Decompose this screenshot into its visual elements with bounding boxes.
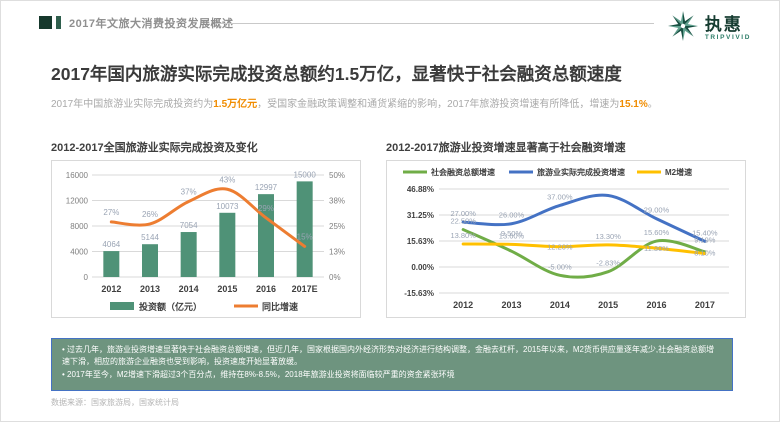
- header-divider: [217, 23, 654, 24]
- svg-text:29%: 29%: [258, 204, 274, 213]
- svg-text:29.00%: 29.00%: [644, 206, 670, 215]
- svg-text:-2.83%: -2.83%: [596, 259, 620, 268]
- subtitle-highlight-amount: 1.5万亿元: [213, 99, 258, 110]
- svg-text:15.40%: 15.40%: [692, 228, 718, 237]
- left-chart-title: 2012-2017全国旅游业实际完成投资及变化: [51, 142, 258, 154]
- svg-text:2014: 2014: [550, 300, 570, 310]
- svg-text:5144: 5144: [141, 233, 159, 242]
- svg-text:0%: 0%: [329, 273, 341, 282]
- svg-text:2012: 2012: [101, 284, 121, 294]
- svg-text:2014: 2014: [179, 284, 199, 294]
- logo-subtitle-text: TRIPVIVID: [704, 33, 751, 41]
- svg-text:社会融资总额增速: 社会融资总额增速: [430, 167, 495, 177]
- svg-text:12997: 12997: [255, 183, 278, 192]
- svg-text:旅游业实际完成投资增速: 旅游业实际完成投资增速: [537, 167, 625, 177]
- svg-text:27.00%: 27.00%: [450, 209, 476, 218]
- svg-text:2016: 2016: [256, 284, 276, 294]
- svg-text:9.50%: 9.50%: [501, 229, 523, 238]
- svg-text:2013: 2013: [140, 284, 160, 294]
- page-subtitle: 2017年中国旅游业实际完成投资约为1.5万亿元，受国家金融政策调整和通货紧缩的…: [51, 95, 739, 110]
- svg-text:13.80%: 13.80%: [450, 231, 476, 240]
- logo-brand-text: 执惠: [704, 14, 743, 34]
- svg-text:22.50%: 22.50%: [450, 217, 476, 226]
- svg-text:16000: 16000: [66, 171, 89, 180]
- section-marker-bar-icon: [56, 16, 61, 29]
- logo: 执惠 TRIPVIVID: [666, 9, 751, 48]
- svg-text:投资额（亿元）: 投资额（亿元）: [139, 301, 202, 312]
- header-section: 2017年文旅大消费投资发展概述: [39, 14, 654, 32]
- svg-text:13.30%: 13.30%: [595, 232, 621, 241]
- svg-text:M2增速: M2增速: [665, 167, 692, 177]
- data-source-text: 数据来源：国家旅游局，国家统计局: [51, 398, 179, 407]
- note-bullet: 过去几年，旅游业投资增速显著快于社会融资总额增速，但近几年，国家根据国内外经济形…: [62, 344, 722, 369]
- charts-row: 2012-2017全国旅游业实际完成投资及变化 16000 50% 12000 38%…: [51, 139, 746, 318]
- svg-text:2017: 2017: [695, 300, 715, 310]
- svg-text:-5.00%: -5.00%: [548, 262, 572, 271]
- pinwheel-logo-icon: [666, 9, 700, 48]
- section-marker-square-icon: [39, 16, 52, 29]
- svg-text:38%: 38%: [329, 197, 345, 206]
- svg-text:8.10%: 8.10%: [694, 249, 716, 258]
- svg-text:2016: 2016: [646, 300, 666, 310]
- svg-text:11.30%: 11.30%: [644, 244, 669, 253]
- section-title: 2017年文旅大消费投资发展概述: [69, 18, 234, 30]
- svg-text:26.00%: 26.00%: [499, 211, 525, 220]
- svg-text:13.60%: 13.60%: [499, 231, 525, 240]
- subtitle-text: ，受国家金融政策调整和通货紧缩的影响，2017年旅游投资增速有所降低，增速为: [257, 99, 620, 110]
- svg-text:15000: 15000: [294, 170, 317, 179]
- subtitle-text: 2017年中国旅游业实际完成投资约为: [51, 99, 214, 110]
- subtitle-text: 。: [647, 99, 658, 110]
- svg-text:7054: 7054: [180, 221, 198, 230]
- svg-text:4064: 4064: [102, 240, 120, 249]
- investment-chart-section: 2012-2017全国旅游业实际完成投资及变化 16000 50% 12000 38%…: [51, 139, 361, 318]
- svg-text:10073: 10073: [216, 202, 239, 211]
- svg-text:37.00%: 37.00%: [547, 192, 573, 201]
- svg-text:43%: 43%: [219, 175, 235, 184]
- growth-line-chart: 46.88% 31.25% 15.63% 0.00% -15.63% 22.50% 9.50…: [386, 160, 746, 318]
- summary-notes-box: 过去几年，旅游业投资增速显著快于社会融资总额增速，但近几年，国家根据国内外经济形…: [51, 338, 733, 391]
- svg-text:25%: 25%: [329, 222, 345, 231]
- svg-text:15.60%: 15.60%: [644, 228, 670, 237]
- note-bullet: 2017年至今，M2增速下滑超过3个百分点，维持在8%-8.5%，2018年旅游…: [62, 369, 722, 381]
- svg-text:12.20%: 12.20%: [547, 243, 573, 252]
- svg-text:8000: 8000: [70, 222, 88, 231]
- page-title: 2017年国内旅游实际完成投资总额约1.5万亿，显著快于社会融资总额速度: [51, 64, 622, 84]
- svg-text:13%: 13%: [329, 248, 345, 257]
- investment-bar-line-chart: 16000 50% 12000 38% 8000 25% 4000 13% 0 0% 4064 514…: [51, 160, 361, 318]
- svg-text:50%: 50%: [329, 171, 345, 180]
- svg-text:2012: 2012: [453, 300, 473, 310]
- svg-text:27%: 27%: [103, 208, 119, 217]
- svg-text:12000: 12000: [66, 197, 89, 206]
- svg-text:31.25%: 31.25%: [407, 211, 434, 220]
- svg-text:同比增速: 同比增速: [262, 301, 298, 312]
- right-chart-title: 2012-2017旅游业投资增速显著高于社会融资增速: [386, 142, 626, 154]
- svg-text:37%: 37%: [181, 188, 197, 197]
- svg-text:9.19%: 9.19%: [694, 236, 716, 245]
- svg-text:15%: 15%: [297, 232, 313, 241]
- svg-text:2015: 2015: [217, 284, 237, 294]
- svg-text:2015: 2015: [598, 300, 618, 310]
- svg-text:2017E: 2017E: [292, 284, 318, 294]
- svg-text:26%: 26%: [142, 210, 158, 219]
- svg-text:15.63%: 15.63%: [407, 237, 434, 246]
- growth-chart-section: 2012-2017旅游业投资增速显著高于社会融资增速 46.88% 31.25% 1…: [386, 139, 746, 318]
- svg-text:4000: 4000: [70, 248, 88, 257]
- svg-text:46.88%: 46.88%: [407, 185, 434, 194]
- svg-text:2013: 2013: [501, 300, 521, 310]
- svg-text:-15.63%: -15.63%: [404, 289, 434, 298]
- svg-text:0: 0: [84, 273, 89, 282]
- subtitle-highlight-rate: 15.1%: [619, 99, 648, 110]
- svg-text:0.00%: 0.00%: [411, 263, 434, 272]
